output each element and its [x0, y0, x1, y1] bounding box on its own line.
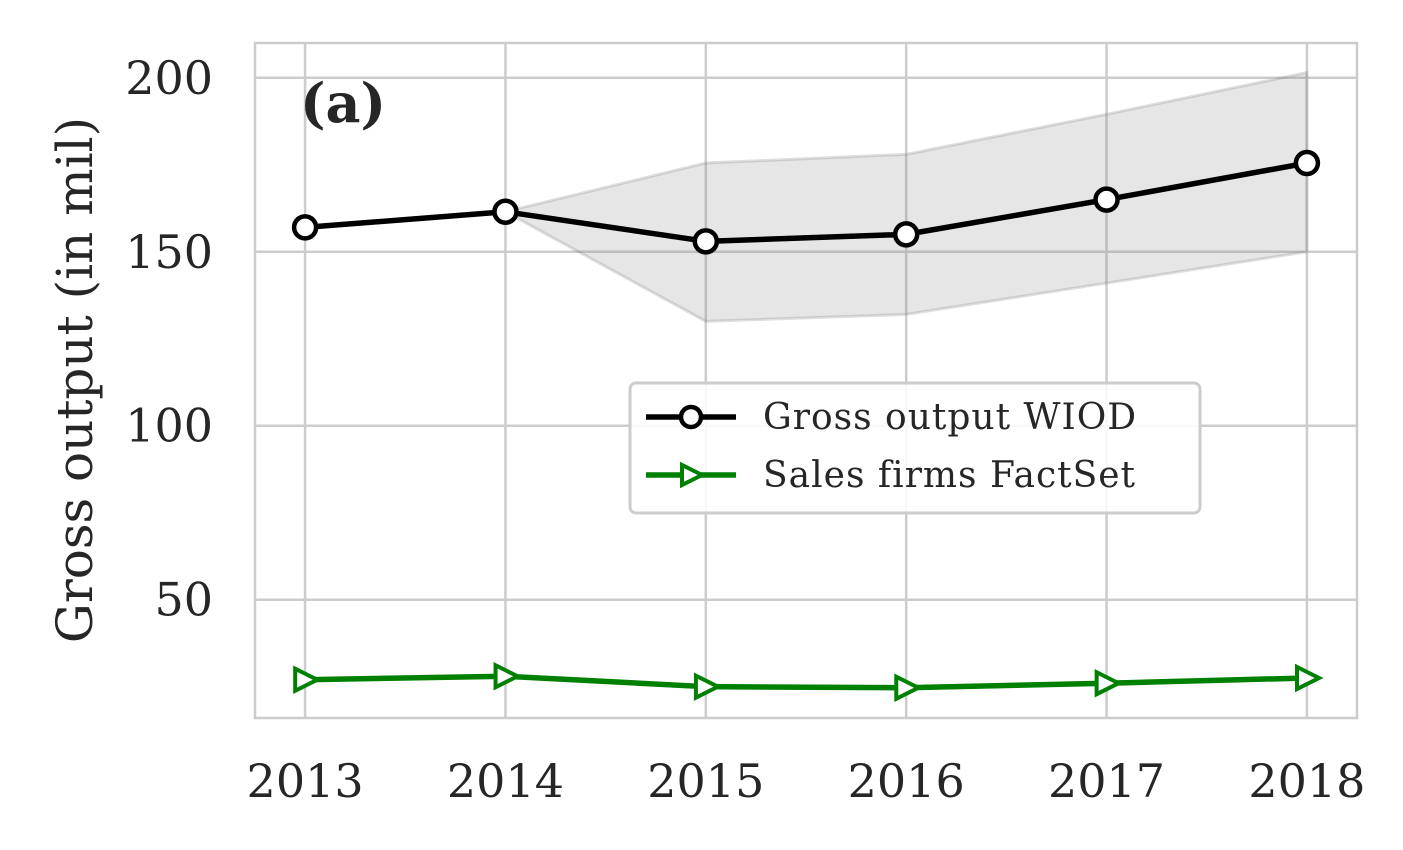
- data-point: [291, 214, 319, 241]
- plot-frame: [253, 41, 1359, 720]
- data-point: [678, 404, 704, 430]
- x-tick-label: 2014: [447, 754, 564, 808]
- x-tick-label: 2015: [647, 754, 764, 808]
- y-tick-label: 50: [154, 573, 213, 627]
- legend: Gross output WIOD Sales firms FactSet: [628, 381, 1202, 515]
- data-point: [1293, 149, 1321, 177]
- x-tick-label: 2013: [247, 754, 364, 808]
- data-point: [293, 665, 322, 694]
- series-line: [304, 160, 1308, 245]
- series-sales-firms-factset: [293, 662, 1324, 702]
- series-line: [305, 673, 1307, 691]
- legend-item: Sales firms FactSet: [646, 455, 1136, 496]
- data-point: [692, 228, 720, 255]
- data-point: [1295, 663, 1324, 693]
- legend-frame: [628, 381, 1202, 515]
- legend-item: Gross output WIOD: [646, 397, 1137, 438]
- x-tick-label: 2016: [848, 754, 965, 808]
- grid: [255, 43, 1357, 718]
- data-point: [492, 198, 519, 225]
- y-tick-label: 100: [125, 399, 213, 453]
- legend-label: Gross output WIOD: [763, 397, 1137, 438]
- series-layer: [291, 149, 1324, 702]
- data-point: [892, 221, 920, 248]
- x-tick-label: 2017: [1048, 754, 1165, 808]
- data-point: [1093, 186, 1120, 213]
- y-axis-label: Gross output (in mil): [46, 117, 104, 643]
- data-point: [894, 673, 923, 702]
- y-tick-label: 200: [125, 51, 213, 105]
- plot-area: [255, 43, 1357, 718]
- y-axis-ticks: 50 100 150 200: [125, 51, 213, 627]
- x-tick-label: 2018: [1248, 754, 1365, 808]
- x-axis-ticks: 2013 2014 2015 2016 2017 2018: [247, 754, 1366, 808]
- data-point: [693, 672, 723, 701]
- y-tick-label: 150: [125, 225, 213, 279]
- legend-label: Sales firms FactSet: [763, 455, 1136, 496]
- panel-label: (a): [300, 71, 386, 135]
- data-point: [1094, 668, 1124, 698]
- series-gross-output-wiod: [291, 149, 1321, 255]
- data-point: [493, 662, 523, 691]
- data-point: [680, 461, 707, 489]
